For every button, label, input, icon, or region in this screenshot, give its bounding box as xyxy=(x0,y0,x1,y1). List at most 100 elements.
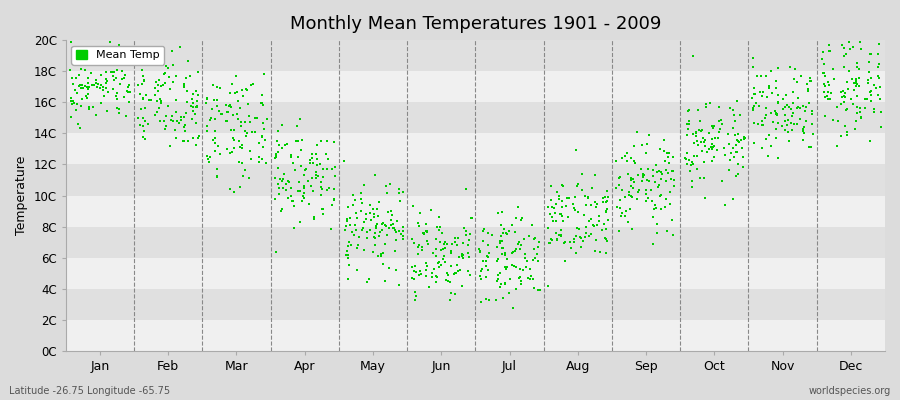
Point xyxy=(112,110,127,116)
Point xyxy=(441,272,455,278)
Point xyxy=(392,190,407,196)
Point xyxy=(694,139,708,146)
Point xyxy=(436,256,451,262)
Point xyxy=(552,193,566,200)
Point xyxy=(787,76,801,82)
Point xyxy=(731,131,745,137)
Point xyxy=(230,116,245,122)
Point xyxy=(661,170,675,176)
Point xyxy=(724,150,739,156)
Point xyxy=(763,143,778,149)
Point xyxy=(109,93,123,99)
Point xyxy=(511,239,526,246)
Point xyxy=(434,246,448,253)
Point xyxy=(474,266,489,272)
Point xyxy=(823,42,837,48)
Point xyxy=(230,73,244,79)
Point xyxy=(343,215,357,222)
Point xyxy=(736,164,751,171)
Point xyxy=(805,108,819,114)
Point xyxy=(152,76,166,83)
Point xyxy=(348,196,363,203)
Point xyxy=(778,92,793,98)
Point xyxy=(631,189,645,195)
Point xyxy=(290,122,304,129)
Point xyxy=(274,176,288,182)
Point xyxy=(705,158,719,164)
Point xyxy=(299,166,313,172)
Point xyxy=(660,150,674,156)
Point xyxy=(313,161,328,167)
Point xyxy=(82,106,96,112)
Point xyxy=(384,216,399,223)
Point xyxy=(305,155,320,161)
Point xyxy=(101,55,115,61)
Point xyxy=(496,245,510,251)
Point xyxy=(508,229,522,236)
Point xyxy=(150,88,165,94)
Point xyxy=(459,186,473,192)
Point xyxy=(508,215,523,221)
Point xyxy=(292,218,307,225)
Point xyxy=(644,198,659,204)
Point xyxy=(736,154,751,160)
Point xyxy=(646,214,661,220)
Point xyxy=(200,123,214,129)
Point xyxy=(428,273,443,280)
Point xyxy=(634,166,648,172)
Point xyxy=(80,84,94,91)
Point xyxy=(81,104,95,111)
Point xyxy=(530,244,544,250)
Point xyxy=(481,254,495,261)
Point xyxy=(706,143,721,149)
Point xyxy=(339,218,354,224)
Point xyxy=(328,173,343,179)
Point xyxy=(508,246,523,252)
Point xyxy=(580,202,594,208)
Point xyxy=(235,160,249,166)
Point xyxy=(69,90,84,96)
Point xyxy=(867,109,881,115)
Point xyxy=(157,118,171,124)
Point xyxy=(583,216,598,222)
Point xyxy=(107,77,122,83)
Point xyxy=(601,194,616,200)
Point xyxy=(761,152,776,159)
Point xyxy=(681,118,696,124)
Point xyxy=(205,137,220,144)
Point xyxy=(595,227,609,233)
Point xyxy=(405,203,419,209)
Point xyxy=(763,68,778,75)
Point xyxy=(205,106,220,112)
Point xyxy=(747,90,761,97)
Point xyxy=(141,121,156,128)
Point xyxy=(693,118,707,124)
Point xyxy=(626,175,641,182)
Point xyxy=(680,132,695,138)
Point xyxy=(425,270,439,276)
Point xyxy=(647,205,662,212)
Point xyxy=(275,176,290,182)
Point xyxy=(824,90,838,96)
Point xyxy=(620,171,634,178)
Point xyxy=(495,238,509,244)
Point xyxy=(137,128,151,134)
Point xyxy=(243,119,257,126)
Point xyxy=(245,129,259,136)
Point xyxy=(543,240,557,246)
Point xyxy=(709,147,724,153)
Point xyxy=(375,227,390,233)
Point xyxy=(785,127,799,134)
Point xyxy=(372,233,386,239)
Point xyxy=(65,74,79,81)
Point xyxy=(422,284,436,290)
Point xyxy=(635,171,650,177)
Point xyxy=(804,78,818,84)
Point xyxy=(220,102,234,108)
Point xyxy=(832,118,846,124)
Point xyxy=(384,212,399,218)
Point xyxy=(356,182,371,188)
Point xyxy=(452,253,466,260)
Point xyxy=(620,158,634,164)
Point xyxy=(162,86,176,92)
